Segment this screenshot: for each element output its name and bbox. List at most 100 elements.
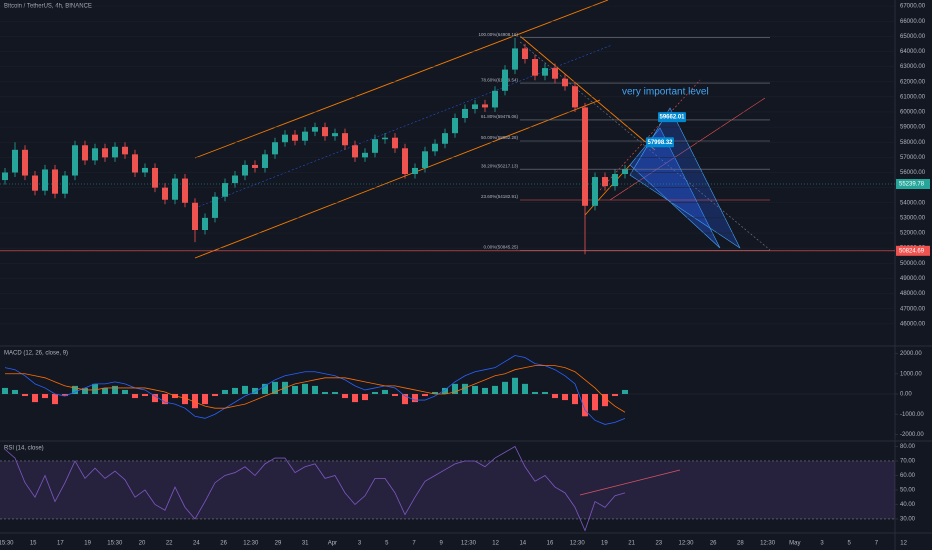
macd-hist-bar [272,381,278,395]
x-tick-label: 12:30 [243,541,259,547]
y-tick-label: 59000.00 [900,125,926,131]
annotation: very important level [622,87,709,98]
macd-hist-bar [72,385,78,395]
candle-body [232,175,238,184]
fib-label: 100.00%(64908.16) [478,32,518,37]
candle-body [582,107,588,206]
last-price-badge [896,179,930,190]
candle-body [192,202,198,230]
fib-label: 50.00%(58082.28) [481,135,519,140]
x-tick-label: 14 [519,541,526,547]
fib-label: 23.60%(54182.91) [481,194,519,199]
macd-title: MACD (12, 26, close, 9) [4,351,68,357]
candle-body [82,145,88,161]
candle-body [32,175,38,191]
y-tick-label: 53000.00 [900,215,926,221]
y-tick-label: 1000.00 [900,371,922,377]
macd-hist-bar [192,394,198,409]
macd-hist-bar [612,394,618,397]
y-tick-label: 67000.00 [900,4,926,10]
x-tick-label: 26 [220,541,227,547]
macd-hist-bar [592,394,598,411]
macd-hist-bar [512,377,518,395]
y-tick-label: 64000.00 [900,49,926,55]
channel-lower [194,99,601,259]
y-tick-label: 66000.00 [900,19,926,25]
y-tick-label: 46000.00 [900,321,926,327]
target-label: 57998.32 [647,140,673,146]
y-tick-label: 2000.00 [900,351,922,357]
x-tick-label: 7 [875,541,879,547]
candle-body [622,169,628,175]
macd-hist-bar [22,394,28,397]
macd-hist-bar [162,394,168,405]
macd-hist-bar [402,394,408,405]
macd-hist-bar [422,394,428,397]
y-tick-label: 50.00 [900,488,916,494]
y-tick-label: 63000.00 [900,64,926,70]
macd-hist-bar [552,394,558,399]
target-badge [658,112,686,123]
x-tick-label: 15:30 [107,541,123,547]
candle-body [522,48,528,60]
macd-hist-bar [392,394,398,397]
candle-body [162,187,168,200]
macd-hist-bar [252,387,258,395]
y-tick-label: 30.00 [900,517,916,523]
channel-upper [194,0,609,159]
macd-hist-bar [302,383,308,395]
candle-body [142,167,148,173]
candle-body [452,118,458,134]
last-price-label: 55239.78 [899,182,925,188]
rsi-line [4,445,626,532]
candle-body [52,169,58,194]
x-tick-label: 5 [848,541,852,547]
fib-label: 61.80%(59476.06) [481,114,519,119]
macd-hist-bar [492,385,498,395]
fib-label: 38.20%(56217.13) [481,163,519,168]
macd-hist-bar [112,385,118,395]
x-tick-label: 12:30 [678,541,694,547]
macd-hist-bar [562,394,568,401]
candle-body [292,134,298,141]
candle-body [372,139,378,153]
macd-hist-bar [12,389,18,395]
y-tick-label: 0.00 [900,392,912,398]
x-tick-label: 12 [492,541,499,547]
x-tick-label: 20 [139,541,146,547]
macd-hist-bar [2,387,8,395]
macd-hist-bar [142,394,148,397]
candle-body [502,69,508,91]
candle-body [352,145,358,158]
x-tick-label: 26 [710,541,717,547]
candle-body [252,164,258,168]
y-tick-label: 56000.00 [900,170,926,176]
candle-body [442,133,448,144]
x-tick-label: 9 [440,541,444,547]
x-tick-label: Apr [328,541,337,547]
macd-hist-bar [542,391,548,395]
y-tick-label: 58000.00 [900,140,926,146]
candle-body [462,108,468,119]
macd-hist-bar [292,385,298,395]
candle-body [212,196,218,218]
trend-line [599,79,701,191]
x-tick-label: 17 [57,541,64,547]
candle-body [182,178,188,203]
macd-line [4,355,626,425]
macd-hist-bar [482,387,488,395]
macd-hist-bar [582,394,588,417]
macd-hist-bar [122,389,128,395]
chart-title: Bitcoin / TetherUS, 4h, BINANCE [4,4,92,10]
candle-body [512,48,518,70]
x-tick-label: 15 [30,541,37,547]
macd-hist-bar [412,394,418,403]
y-tick-label: 80.00 [900,444,916,450]
macd-hist-bar [342,394,348,399]
rsi-title: RSI (14, close) [4,446,44,452]
x-tick-label: 5 [385,541,389,547]
x-tick-label: 12 [900,541,907,547]
macd-hist-bar [222,389,228,395]
